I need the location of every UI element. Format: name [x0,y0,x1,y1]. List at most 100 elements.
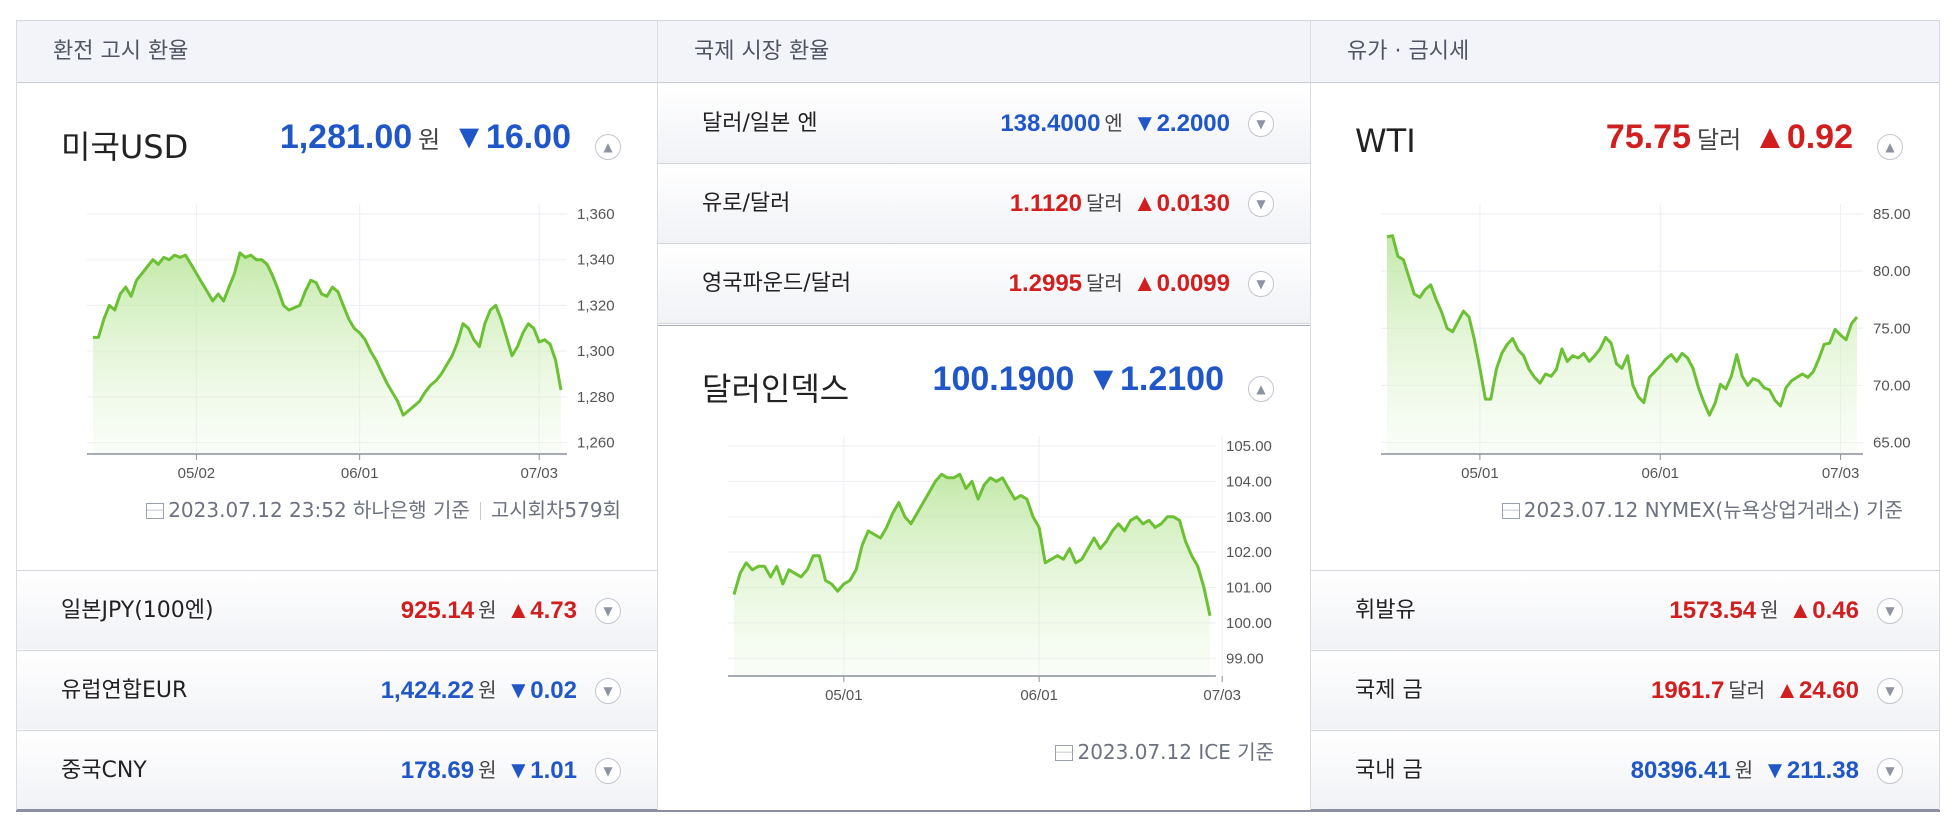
wti-chart: 85.00 80.00 75.00 70.00 65.00 05/01 06/01 07/03 [1381,204,1911,482]
usd-main-card[interactable]: 미국USD 1,281.00 원 ▼16.00 ▲ 1,360 1,340 1,32… [17,84,657,570]
rate-unit: 달러 [1086,271,1123,295]
panel-header[interactable]: 환전 고시 환율 [17,21,657,83]
y-tick-label: 99.00 [1226,650,1264,667]
rate-row[interactable]: 휘발유 1573.54 원 ▲0.46 ▼ [1311,570,1939,649]
rate-value: 1,424.22 [380,677,475,704]
main-change: ▼1.2100 [1086,360,1224,398]
rate-row[interactable]: 영국파운드/달러 1.2995 달러 ▲0.0099 ▼ [658,244,1310,324]
y-tick-label: 65.00 [1873,435,1911,452]
x-tick-label: 06/01 [341,465,379,482]
rate-change: ▲4.73 [506,597,577,624]
expand-toggle-icon[interactable]: ▼ [1877,677,1903,704]
rate-value: 1.2995 [1008,270,1083,297]
rate-unit: 엔 [1104,111,1123,135]
expand-toggle-icon[interactable]: ▼ [1248,270,1274,297]
expand-toggle-icon[interactable]: ▼ [1248,110,1274,137]
rate-name: 달러/일본 엔 [702,111,818,136]
y-tick-label: 102.00 [1226,544,1272,561]
y-tick-label: 1,260 [577,435,615,452]
document-icon [146,503,165,519]
footer-date: 2023.07.12 NYMEX(뉴욕상업거래소) 기준 [1523,498,1903,522]
rate-unit: 원 [478,678,497,702]
footer-date: 2023.07.12 23:52 하나은행 기준 [168,498,470,522]
rate-unit: 원 [1734,758,1754,782]
y-tick-label: 85.00 [1873,206,1911,223]
expand-toggle-icon[interactable]: ▼ [1248,190,1274,217]
collapse-toggle-icon[interactable]: ▲ [595,134,621,160]
rate-price: 1.1120 달러 ▲0.0130 ▼ [1010,164,1274,243]
wti-main-card[interactable]: WTI 75.75 달러 ▲0.92 ▲ 85.00 80.00 75.00 70.0… [1311,84,1939,570]
rate-price: 138.4000 엔 ▼2.2000 ▼ [1000,84,1274,163]
rate-row[interactable]: 일본JPY(100엔) 925.14 원 ▲4.73 ▼ [17,570,657,649]
area-fill [93,252,561,454]
footer-round: 고시회차579회 [490,498,621,522]
y-tick-label: 1,360 [577,206,615,223]
dollar-index-card[interactable]: 달러인덱스 100.1900 ▼1.2100 ▲ 105.00 104.00 103… [658,325,1310,810]
usd-chart: 1,360 1,340 1,320 1,300 1,280 1,260 05/02 06/01… [87,204,615,482]
rate-name: 유럽연합EUR [61,678,188,703]
rate-row[interactable]: 국제 금 1961.7 달러 ▲24.60 ▼ [1311,650,1939,729]
collapse-toggle-icon[interactable]: ▲ [1877,134,1903,160]
dollar-index-chart: 105.00 104.00 103.00 102.00 101.00 100.00 99.0… [728,436,1272,704]
y-tick-label: 105.00 [1226,438,1272,455]
rate-change: ▼2.2000 [1132,110,1230,137]
rate-value: 138.4000 [1000,110,1101,137]
rate-name: 국제 금 [1355,678,1423,703]
main-change: ▼16.00 [452,118,571,156]
main-change: ▲0.92 [1753,118,1853,156]
expand-toggle-icon[interactable]: ▼ [1877,597,1903,624]
y-tick-label: 1,320 [577,297,615,314]
y-tick-label: 104.00 [1226,473,1272,490]
rate-unit: 원 [478,598,497,622]
rate-row[interactable]: 달러/일본 엔 138.4000 엔 ▼2.2000 ▼ [658,84,1310,164]
international-rates-panel: 국제 시장 환율 달러/일본 엔 138.4000 엔 ▼2.2000 ▼ 유로/달러 1.… [657,21,1310,810]
domestic-rates-panel: 환전 고시 환율 미국USD 1,281.00 원 ▼16.00 ▲ 1,360… [16,21,657,810]
rate-unit: 원 [478,758,497,782]
x-tick-label: 07/03 [1203,687,1241,704]
x-tick-label: 06/01 [1020,687,1058,704]
rate-price: 1573.54 원 ▲0.46 ▼ [1669,571,1903,650]
footer-date: 2023.07.12 ICE 기준 [1077,740,1274,764]
rate-name: 중국CNY [61,758,147,783]
main-value: 1,281.00 [279,118,413,156]
main-price: 75.75 달러 ▲0.92 ▲ [1606,118,1903,160]
rate-value: 925.14 [400,597,475,624]
y-tick-label: 80.00 [1873,263,1911,280]
collapse-toggle-icon[interactable]: ▲ [1248,376,1274,402]
rate-value: 80396.41 [1630,757,1731,784]
y-tick-label: 1,280 [577,389,615,406]
rate-row[interactable]: 유로/달러 1.1120 달러 ▲0.0130 ▼ [658,164,1310,244]
series-line [93,251,563,417]
main-price: 100.1900 ▼1.2100 ▲ [932,360,1274,402]
main-commodity-title: WTI [1355,122,1416,160]
expand-toggle-icon[interactable]: ▼ [595,757,621,784]
main-index-title: 달러인덱스 [702,370,850,408]
main-value: 100.1900 [932,360,1075,398]
rate-row[interactable]: 국내 금 80396.41 원 ▼211.38 ▼ [1311,730,1939,809]
rate-row[interactable]: 중국CNY 178.69 원 ▼1.01 ▼ [17,730,657,809]
rate-price: 925.14 원 ▲4.73 ▼ [401,571,621,650]
rate-name: 국내 금 [1355,758,1423,783]
y-tick-label: 1,340 [577,252,615,269]
rate-value: 178.69 [400,757,475,784]
y-tick-label: 103.00 [1226,509,1272,526]
rate-footer: 2023.07.12 23:52 하나은행 기준 고시회차579회 [146,494,621,523]
rate-unit: 원 [1760,598,1779,622]
area-fill [734,474,1210,676]
panel-header[interactable]: 유가 · 금시세 [1311,21,1939,83]
expand-toggle-icon[interactable]: ▼ [595,597,621,624]
expand-toggle-icon[interactable]: ▼ [1877,757,1903,784]
rate-footer: 2023.07.12 NYMEX(뉴욕상업거래소) 기준 [1501,494,1903,523]
expand-toggle-icon[interactable]: ▼ [595,677,621,704]
rate-footer: 2023.07.12 ICE 기준 [1055,736,1274,765]
rate-change: ▲0.0130 [1132,190,1230,217]
panel-header[interactable]: 국제 시장 환율 [658,21,1310,83]
rate-price: 1961.7 달러 ▲24.60 ▼ [1651,651,1903,730]
y-tick-label: 100.00 [1226,615,1272,632]
main-currency-title: 미국USD [61,128,189,166]
main-price: 1,281.00 원 ▼16.00 ▲ [279,118,621,160]
rate-row[interactable]: 유럽연합EUR 1,424.22 원 ▼0.02 ▼ [17,650,657,729]
rate-price: 1,424.22 원 ▼0.02 ▼ [381,651,621,730]
x-tick-label: 05/01 [1461,465,1499,482]
rate-name: 유로/달러 [702,191,791,216]
